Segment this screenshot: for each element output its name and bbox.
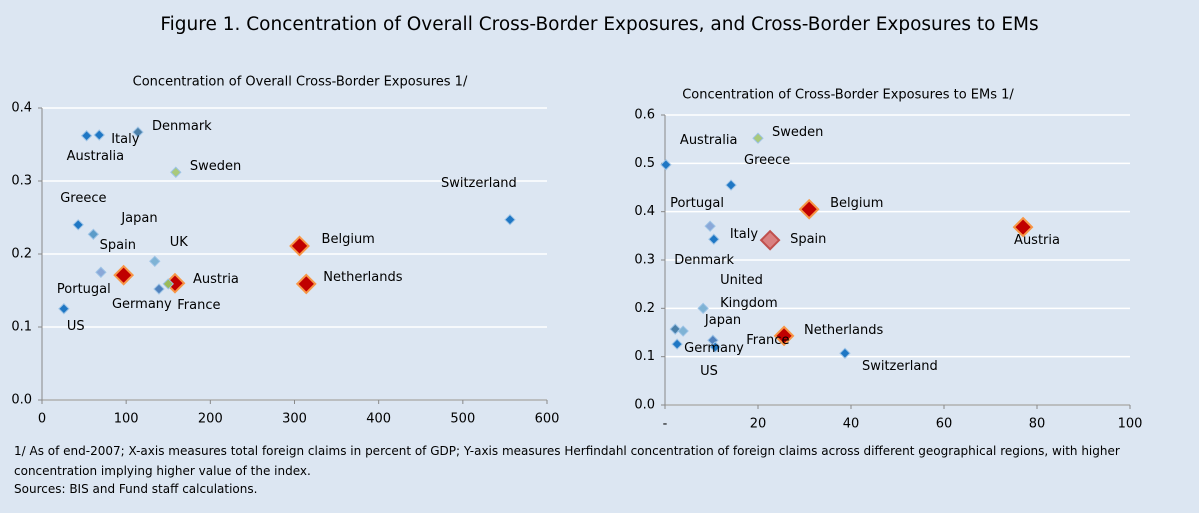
x-tick-label: 0: [38, 412, 46, 427]
y-tick-label: 0.0: [11, 393, 32, 408]
point: [95, 266, 107, 278]
point-label: Netherlands: [323, 269, 403, 285]
point-label: Austria: [1014, 233, 1060, 249]
x-tick-label: -: [663, 417, 668, 432]
point-label: UK: [169, 235, 188, 251]
y-tick-label: 0.2: [634, 301, 655, 316]
x-tick-label: 100: [1118, 417, 1143, 432]
x-tick-label: 400: [366, 412, 391, 427]
x-tick-label: 20: [750, 417, 767, 432]
point: [709, 341, 721, 353]
chart-title: Concentration of Overall Cross-Border Ex…: [133, 75, 468, 90]
point: [93, 129, 105, 141]
point: [132, 126, 144, 138]
point: [153, 283, 165, 295]
point: [1012, 216, 1034, 238]
x-tick-label: 60: [936, 417, 953, 432]
y-tick-label: 0.0: [634, 398, 655, 413]
point: [759, 229, 781, 251]
point: [289, 235, 310, 257]
point-label: Spain: [99, 238, 136, 254]
point-label: United Kingdom: [720, 273, 778, 312]
point-label: Portugal: [670, 196, 724, 212]
point: [669, 323, 681, 335]
point-label: Portugal: [56, 282, 111, 298]
point: [798, 198, 820, 220]
y-tick-label: 0.2: [11, 247, 32, 262]
point-label: Switzerland: [440, 175, 517, 191]
y-tick-label: 0.3: [11, 174, 32, 189]
point-label: Sweden: [189, 159, 242, 175]
point: [87, 228, 100, 240]
x-tick-label: 600: [535, 412, 560, 427]
point: [149, 255, 161, 268]
point: [162, 278, 174, 290]
x-tick-label: 80: [1029, 417, 1046, 432]
point: [752, 132, 764, 144]
point-label: France: [177, 297, 221, 313]
point-label: Italy: [111, 132, 140, 147]
point: [839, 347, 851, 359]
y-tick-label: 0.4: [11, 101, 32, 116]
point-label: Greece: [744, 153, 791, 169]
point: [504, 213, 516, 226]
y-tick-label: 0.4: [634, 204, 655, 219]
point-label: Japan: [121, 211, 158, 227]
point: [671, 338, 683, 350]
point-label: Sweden: [772, 125, 824, 141]
x-tick-label: 200: [198, 412, 223, 427]
y-tick-label: 0.1: [11, 320, 32, 335]
point: [697, 302, 709, 315]
point-label: Austria: [192, 272, 239, 288]
y-tick-label: 0.5: [634, 156, 655, 171]
point: [58, 303, 70, 315]
point: [704, 220, 716, 232]
point-label: Greece: [60, 190, 107, 206]
point-label: Germany: [111, 297, 172, 313]
point-label: Italy: [729, 227, 759, 243]
point: [113, 264, 135, 286]
point-label: Australia: [66, 148, 125, 164]
point-label: Denmark: [674, 253, 734, 269]
point-label: France: [746, 333, 790, 348]
y-tick-label: 0.1: [634, 349, 655, 364]
chart-title: Concentration of Cross-Border Exposures …: [682, 88, 1014, 103]
point-label: Belgium: [830, 196, 884, 212]
footnote: 1/ As of end-2007; X-axis measures total…: [14, 444, 1120, 478]
point: [708, 233, 720, 245]
point-label: Australia: [679, 132, 738, 148]
point-label: Belgium: [321, 231, 375, 247]
point: [80, 130, 93, 142]
point-label: Netherlands: [804, 322, 884, 338]
y-tick-label: 0.6: [634, 108, 655, 123]
point-label: Denmark: [151, 119, 212, 135]
point-label: US: [66, 318, 85, 334]
y-tick-label: 0.3: [634, 253, 655, 268]
figure-title: Figure 1. Concentration of Overall Cross…: [160, 14, 1039, 35]
point-label: Switzerland: [861, 359, 938, 375]
point-label: Spain: [790, 232, 827, 248]
point: [72, 219, 84, 231]
x-tick-label: 300: [282, 412, 307, 427]
point: [660, 159, 672, 171]
point: [773, 325, 795, 347]
point-label: US: [700, 364, 718, 380]
point: [677, 325, 689, 337]
sources: Sources: BIS and Fund staff calculations…: [14, 482, 258, 496]
point-label: Germany: [684, 341, 744, 357]
x-tick-label: 40: [843, 417, 860, 432]
x-tick-label: 100: [114, 412, 139, 427]
point: [295, 273, 317, 295]
point: [170, 166, 182, 178]
point-label: Japan: [704, 313, 742, 329]
point: [725, 179, 737, 191]
x-tick-label: 500: [450, 412, 475, 427]
